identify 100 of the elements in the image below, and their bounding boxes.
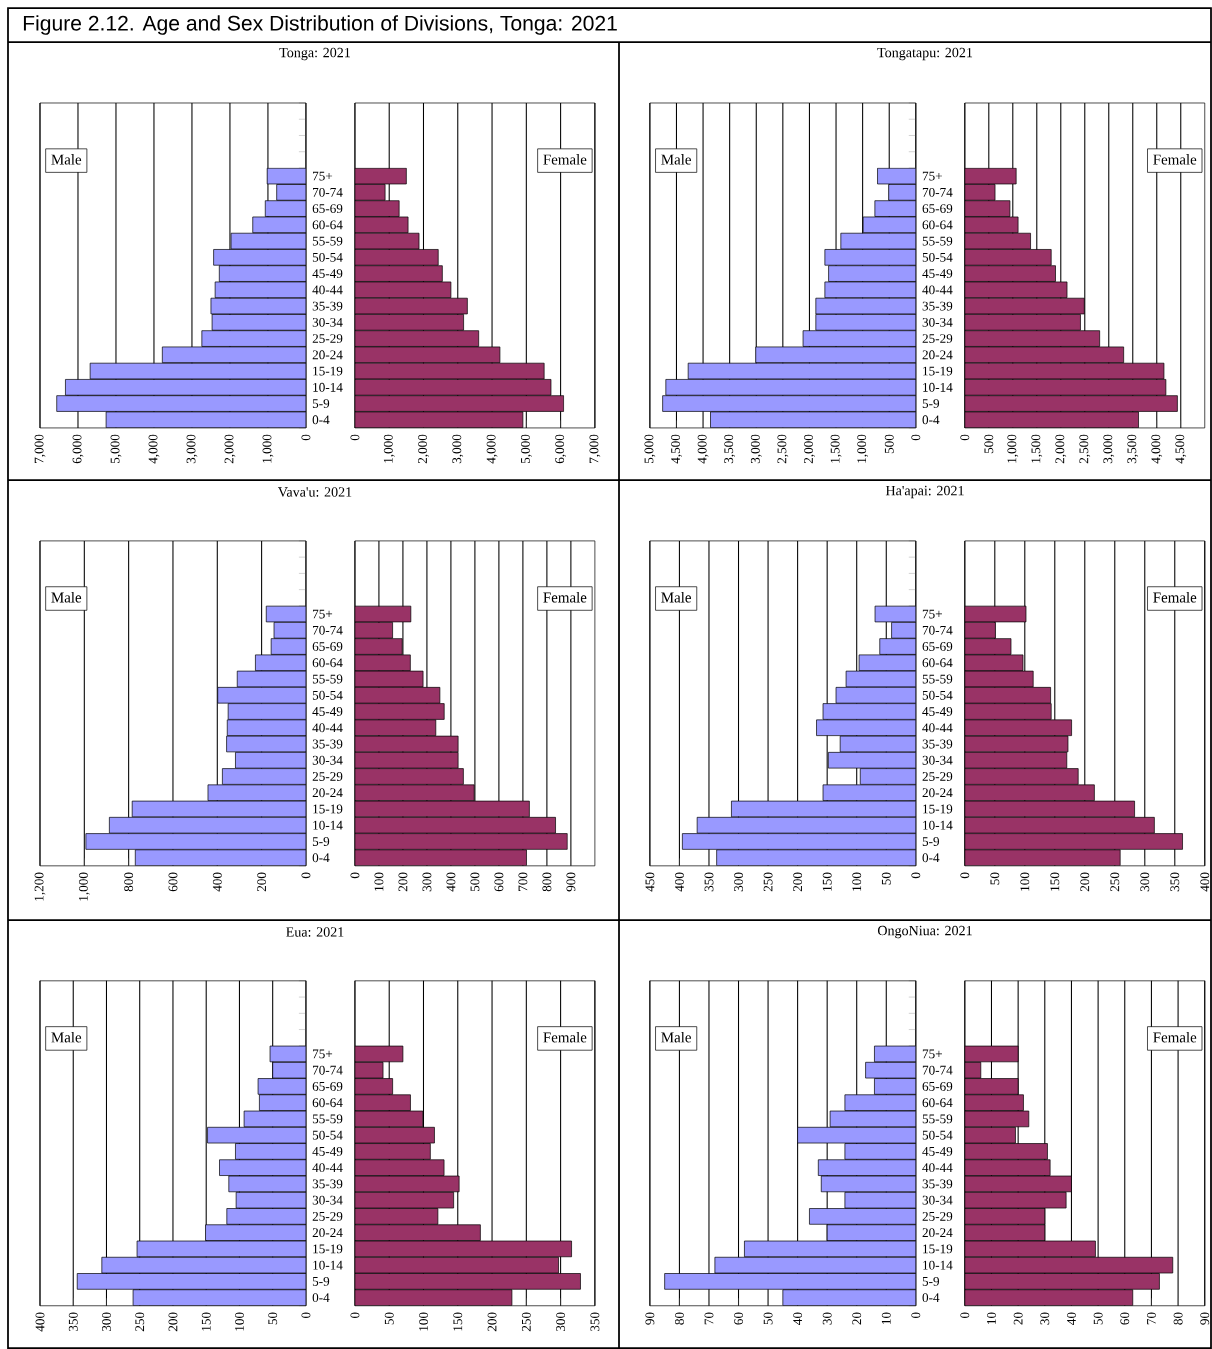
x-tick-label: 300 <box>556 1312 566 1332</box>
x-tick-label: 4,000 <box>486 434 498 464</box>
y-tick-label: 40-44 <box>312 723 343 733</box>
x-tick-label: 200 <box>793 872 803 892</box>
y-tick-label: 50-54 <box>922 690 953 700</box>
x-tick-label: 0 <box>960 872 970 879</box>
x-tick-label: 40 <box>793 1312 803 1325</box>
x-tick-label: 3,000 <box>452 434 464 464</box>
x-tick-label: 450 <box>645 872 655 892</box>
x-tick-label: 7,000 <box>34 434 46 463</box>
x-tick-label: 150 <box>1050 872 1060 891</box>
x-tick-label: 250 <box>763 872 773 892</box>
y-tick-label: 60-64 <box>922 1098 953 1108</box>
x-tick-label: 50 <box>1093 1312 1103 1325</box>
text: Male <box>661 1031 691 1043</box>
x-tick-label: 400 <box>446 872 456 892</box>
x-tick-label: 800 <box>124 872 134 892</box>
x-tick-label: 0 <box>960 434 970 441</box>
y-tick-label: 50-54 <box>922 1130 953 1140</box>
x-tick-label: 20 <box>852 1312 862 1325</box>
y-tick-label: 0-4 <box>312 853 330 863</box>
y-tick-label: 40-44 <box>312 1163 343 1173</box>
y-tick-label: 45-49 <box>922 1147 953 1156</box>
y-tick-label: 25-29 <box>922 1211 953 1221</box>
x-tick-label: 300 <box>734 872 743 892</box>
x-tick-label: 70 <box>704 1312 714 1325</box>
x-tick-label: 2,000 <box>804 434 815 464</box>
y-tick-label: 20-24 <box>922 788 953 798</box>
text: Female <box>543 154 587 165</box>
x-tick-label: 300 <box>422 872 432 892</box>
x-tick-label: 350 <box>68 1312 78 1332</box>
x-tick-label: 200 <box>487 1312 497 1332</box>
x-tick-label: 50 <box>384 1312 394 1325</box>
y-tick-label: 5-9 <box>922 1276 940 1286</box>
y-tick-label: 60-64 <box>922 220 953 230</box>
x-tick-label: 2,000 <box>224 434 236 464</box>
y-tick-label: 70-74 <box>922 625 953 635</box>
x-tick-label: 300 <box>102 1312 111 1332</box>
x-tick-label: 2,000 <box>418 434 429 464</box>
x-tick-label: 1,200 <box>34 872 46 901</box>
x-tick-label: 30 <box>822 1312 832 1325</box>
x-tick-label: 1,500 <box>830 434 842 463</box>
y-tick-label: 45-49 <box>312 707 343 716</box>
chart-title: Ha'apai: 2021 <box>885 485 964 499</box>
x-tick-label: 2,500 <box>777 434 789 464</box>
y-tick-label: 65-69 <box>922 204 953 214</box>
y-tick-label: 75+ <box>922 1049 942 1059</box>
x-tick-label: 0 <box>911 434 921 441</box>
y-tick-label: 10-14 <box>923 382 953 392</box>
x-tick-label: 50 <box>881 872 891 885</box>
y-tick-label: 70-74 <box>313 625 343 635</box>
y-tick-label: 70-74 <box>922 187 953 197</box>
x-tick-label: 80 <box>1173 1312 1183 1325</box>
x-tick-label: 0 <box>350 434 360 441</box>
y-tick-label: 40-44 <box>312 285 343 295</box>
y-tick-label: 55-59 <box>312 1114 343 1124</box>
x-tick-label: 90 <box>1200 1312 1210 1325</box>
x-tick-label: 100 <box>419 1312 428 1331</box>
x-tick-label: 0 <box>911 872 921 879</box>
x-tick-label: 2,000 <box>1055 434 1067 464</box>
y-tick-label: 45-49 <box>922 269 953 279</box>
y-tick-label: 75+ <box>313 171 333 181</box>
x-tick-label: 60 <box>1120 1312 1130 1325</box>
x-tick-label: 3,500 <box>724 434 736 464</box>
y-tick-label: 25-29 <box>312 772 343 781</box>
y-tick-label: 20-24 <box>312 350 343 360</box>
y-tick-label: 60-64 <box>922 658 953 668</box>
x-tick-label: 400 <box>674 872 684 892</box>
x-tick-label: 1,000 <box>383 434 395 463</box>
y-tick-label: 15-19 <box>923 1244 953 1254</box>
y-tick-label: 30-34 <box>922 317 953 327</box>
y-tick-label: 10-14 <box>313 820 343 830</box>
x-tick-label: 150 <box>453 1312 463 1331</box>
y-tick-label: 0-4 <box>922 415 940 425</box>
x-tick-label: 4,000 <box>1151 434 1163 464</box>
y-tick-label: 50-54 <box>312 690 343 700</box>
x-tick-label: 500 <box>884 434 894 454</box>
x-tick-label: 200 <box>1080 872 1090 892</box>
x-tick-label: 200 <box>168 1312 178 1332</box>
x-tick-label: 500 <box>984 434 994 454</box>
y-tick-label: 50-54 <box>312 1130 343 1140</box>
x-tick-label: 3,500 <box>1127 434 1139 464</box>
y-tick-label: 45-49 <box>312 269 343 279</box>
x-tick-label: 400 <box>1200 872 1210 892</box>
y-tick-label: 25-29 <box>922 772 953 781</box>
y-tick-label: 75+ <box>922 609 942 619</box>
x-tick-label: 3,000 <box>1103 434 1115 464</box>
text: Female <box>1153 1031 1197 1043</box>
x-tick-label: 3,000 <box>750 434 762 464</box>
x-tick-label: 5,000 <box>520 434 532 464</box>
text: Female <box>1153 592 1197 603</box>
x-tick-label: 5,000 <box>644 434 656 464</box>
y-tick-label: 5-9 <box>312 399 330 408</box>
x-tick-label: 100 <box>374 872 384 891</box>
y-tick-label: 70-74 <box>922 1065 953 1075</box>
y-tick-label: 0-4 <box>922 853 940 863</box>
y-tick-label: 35-39 <box>312 739 343 749</box>
y-tick-label: 75+ <box>313 609 333 619</box>
x-tick-label: 70 <box>1146 1312 1156 1325</box>
y-tick-label: 70-74 <box>313 1065 343 1075</box>
